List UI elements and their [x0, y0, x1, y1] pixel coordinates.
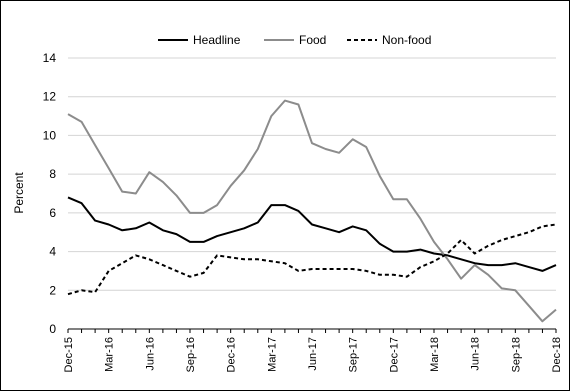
x-tick-label: Dec-16 — [226, 337, 238, 372]
x-tick-label: Dec-15 — [63, 337, 75, 372]
x-axis: Dec-15 Mar-16 Jun-16 Sep-16 Dec-16 Mar-17 Jun-… — [63, 328, 563, 372]
series-line-headline — [67, 196, 557, 272]
series-line-non-food — [67, 223, 557, 296]
legend-label-non-food: Non-food — [382, 33, 431, 47]
x-tick-label: Sep-16 — [185, 337, 197, 372]
gridlines — [68, 57, 556, 330]
y-tick-label: 14 — [43, 51, 57, 65]
y-tick-label: 6 — [49, 206, 56, 220]
legend: Headline Food Non-food — [158, 33, 431, 47]
x-tick-label: Jun-17 — [307, 337, 319, 371]
series-lines — [67, 99, 557, 323]
y-axis: 0 2 4 6 8 10 12 14 — [43, 51, 57, 336]
x-tick-label: Jun-16 — [144, 337, 156, 371]
x-tick-label: Sep-18 — [510, 337, 522, 372]
x-tick-label: Mar-17 — [266, 337, 278, 372]
legend-label-headline: Headline — [193, 33, 241, 47]
series-line-food — [67, 99, 557, 323]
x-tick-label: Dec-17 — [388, 337, 400, 372]
y-axis-label: Percent — [12, 172, 26, 214]
x-tick-label: Dec-18 — [551, 337, 563, 372]
y-tick-label: 0 — [49, 322, 56, 336]
y-tick-label: 4 — [49, 245, 56, 259]
y-tick-label: 8 — [49, 167, 56, 181]
y-tick-label: 10 — [43, 128, 57, 142]
x-tick-label: Jun-18 — [470, 337, 482, 371]
x-tick-label: Mar-16 — [104, 337, 116, 372]
x-tick-label: Mar-18 — [429, 337, 441, 372]
y-tick-label: 12 — [43, 90, 57, 104]
y-tick-label: 2 — [49, 283, 56, 297]
x-tick-label: Sep-17 — [348, 337, 360, 372]
legend-label-food: Food — [299, 33, 326, 47]
